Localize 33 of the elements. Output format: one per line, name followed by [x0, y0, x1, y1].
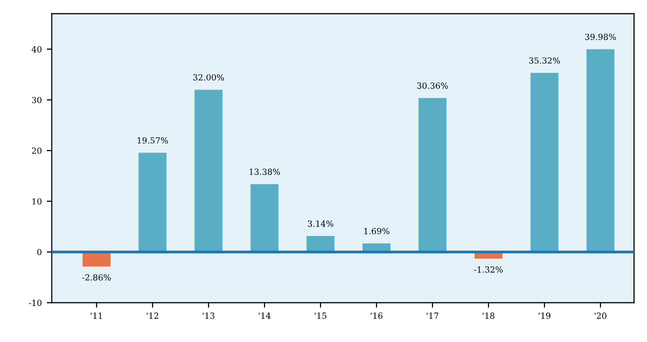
bar: [250, 184, 279, 252]
data-label: 19.57%: [138, 137, 168, 144]
bar: [530, 72, 558, 252]
x-tick-label: '14: [258, 312, 271, 319]
bar: [418, 98, 446, 252]
x-tick-label: '20: [594, 312, 606, 319]
data-label: 39.98%: [585, 34, 616, 40]
data-label: 32.00%: [193, 74, 224, 81]
y-tick-label: 30: [32, 96, 42, 104]
y-tick-label: 10: [32, 198, 42, 205]
y-tick-label: 0: [37, 248, 42, 256]
data-label: 13.38%: [250, 168, 280, 175]
data-label: -1.32%: [474, 266, 503, 273]
x-tick-label: '11: [90, 312, 102, 319]
x-tick-label: '12: [146, 312, 158, 319]
y-tick-label: -10: [28, 300, 42, 306]
x-tick-label: '18: [482, 312, 494, 319]
data-label: 3.14%: [308, 220, 334, 227]
bar: [306, 236, 335, 252]
data-label: 30.36%: [417, 82, 448, 89]
x-tick-label: '19: [538, 312, 550, 319]
y-tick-label: 20: [32, 148, 42, 154]
x-tick-label: '16: [370, 312, 382, 319]
x-tick-label: '15: [314, 312, 326, 319]
y-tick-label: 40: [32, 46, 42, 52]
x-tick-label: '17: [426, 312, 438, 319]
data-label: 35.32%: [529, 57, 560, 64]
data-label: -2.86%: [82, 274, 111, 281]
x-tick-label: '13: [202, 312, 214, 319]
bar: [138, 152, 167, 252]
bar: [194, 90, 223, 252]
data-label: 1.69%: [364, 228, 390, 234]
bar: [586, 49, 614, 252]
